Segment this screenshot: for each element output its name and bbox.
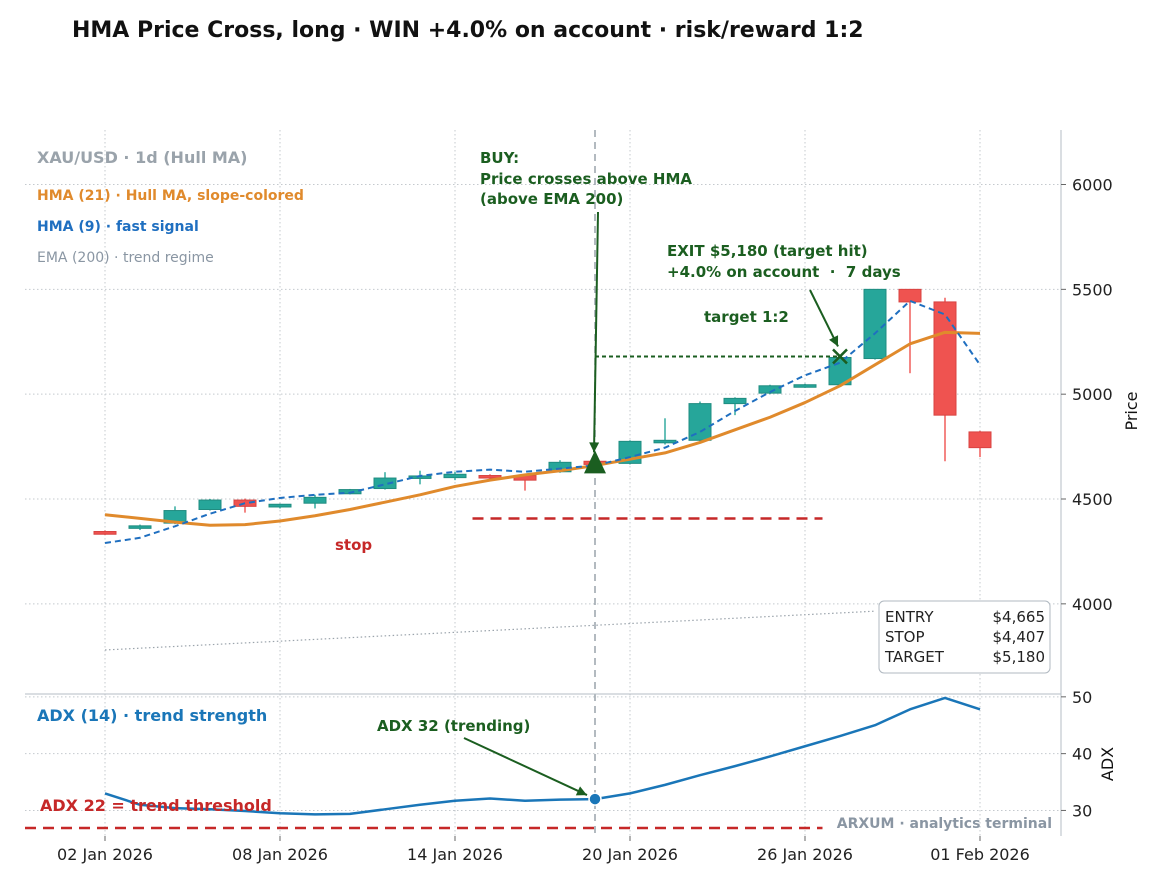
- candle-body: [443, 473, 467, 479]
- bearish-candle: [478, 474, 502, 480]
- candle-body: [198, 499, 222, 510]
- x-tick-label: 01 Feb 2026: [930, 845, 1030, 864]
- adx-signal-label: ADX 32 (trending): [377, 717, 530, 735]
- bullish-candle: [793, 383, 817, 388]
- bearish-candle: [968, 430, 992, 458]
- adx-tick-label: 50: [1072, 688, 1092, 707]
- adx-axis-title: ADX: [1098, 747, 1117, 781]
- bullish-candle: [303, 494, 327, 509]
- x-tick-label: 02 Jan 2026: [57, 845, 153, 864]
- arrow-head: [829, 335, 839, 347]
- bullish-candle: [198, 499, 222, 511]
- candle-body: [338, 489, 362, 495]
- candle-body: [793, 384, 817, 388]
- x-tick-label: 08 Jan 2026: [232, 845, 328, 864]
- x-tick-label: 26 Jan 2026: [757, 845, 853, 864]
- trade-entry-value: $4,665: [993, 608, 1046, 626]
- watermark: ARXUM · analytics terminal: [837, 816, 1052, 832]
- candle-body: [268, 503, 292, 508]
- buy-annotation-line-1: BUY:: [480, 149, 519, 167]
- candle-body: [968, 431, 992, 449]
- trade-entry-label: ENTRY: [885, 608, 934, 626]
- exit-annotation-line-1: EXIT $5,180 (target hit): [667, 242, 868, 260]
- trade-summary-box: ENTRY $4,665 STOP $4,407 TARGET $5,180: [878, 600, 1051, 674]
- axes: 4000 4500 5000 5500 6000 30 40 50 02 Jan 2026 08 …: [25, 130, 1113, 864]
- hma-9-line: [104, 299, 981, 545]
- candle-body: [898, 288, 922, 303]
- plot-area: [25, 130, 992, 836]
- arrow-head: [575, 786, 587, 796]
- adx-tick-label: 40: [1072, 745, 1092, 764]
- hma-21-line: [104, 330, 981, 527]
- price-tick-label: 5500: [1072, 280, 1113, 299]
- buy-annotation-line-2: Price crosses above HMA: [480, 170, 692, 188]
- chart-title: HMA Price Cross, long · WIN +4.0% on acc…: [72, 18, 864, 43]
- arrow-shaft: [809, 289, 839, 347]
- bullish-candle: [128, 524, 152, 531]
- price-tick-label: 4000: [1072, 595, 1113, 614]
- legend-hma-slow: HMA (21) · Hull MA, slope-colored: [37, 188, 304, 204]
- bearish-candle: [93, 530, 117, 536]
- annotations: [463, 211, 839, 796]
- buy-annotation-line-3: (above EMA 200): [480, 190, 623, 208]
- entry-marker: [584, 450, 606, 474]
- bearish-candle: [233, 498, 257, 513]
- bullish-candle: [653, 418, 677, 445]
- bullish-candle: [723, 397, 747, 416]
- price-tick-label: 5000: [1072, 385, 1113, 404]
- buy-arrow: [589, 211, 600, 453]
- candle-body: [653, 439, 677, 444]
- x-tick-label: 20 Jan 2026: [582, 845, 678, 864]
- adx-signal-point: [588, 792, 602, 806]
- target-label: target 1:2: [704, 308, 789, 326]
- candle-body: [93, 531, 117, 535]
- trade-stop-value: $4,407: [993, 628, 1046, 646]
- arrow-shaft: [463, 737, 588, 796]
- trade-stop-label: STOP: [885, 628, 925, 646]
- adx-threshold-label: ADX 22 = trend threshold: [40, 796, 272, 815]
- price-panel: [93, 288, 992, 651]
- price-axis-title: Price: [1122, 391, 1141, 430]
- legend-adx: ADX (14) · trend strength: [37, 706, 267, 725]
- bearish-candle: [898, 288, 922, 374]
- stop-label: stop: [335, 536, 372, 554]
- bearish-candle: [933, 297, 957, 462]
- grid: [25, 130, 1061, 836]
- arrow-shaft: [593, 211, 599, 453]
- candle-body: [723, 397, 747, 405]
- adx-tick-label: 30: [1072, 801, 1092, 820]
- legend-ema: EMA (200) · trend regime: [37, 250, 214, 266]
- candle-body: [933, 301, 957, 416]
- legend-symbol: XAU/USD · 1d (Hull MA): [37, 148, 247, 167]
- bullish-candle: [373, 472, 397, 490]
- adx-signal-arrow: [463, 737, 588, 796]
- exit-arrow: [809, 289, 839, 347]
- bullish-candle: [443, 471, 467, 481]
- candle-body: [373, 477, 397, 490]
- price-tick-label: 6000: [1072, 176, 1113, 195]
- bullish-candle: [688, 401, 712, 442]
- candle-body: [478, 475, 502, 479]
- adx-line: [104, 696, 981, 816]
- bullish-candle: [863, 288, 887, 360]
- candle-body: [688, 403, 712, 441]
- exit-annotation-line-2: +4.0% on account · 7 days: [667, 263, 901, 281]
- trade-target-label: TARGET: [884, 648, 945, 666]
- candle-body: [128, 525, 152, 529]
- trade-target-value: $5,180: [993, 648, 1046, 666]
- exit-marker: [832, 348, 848, 365]
- bullish-candle: [268, 503, 292, 509]
- arrow-head: [589, 442, 600, 453]
- candle-body: [863, 288, 887, 360]
- price-tick-label: 4500: [1072, 490, 1113, 509]
- legend-hma-fast: HMA (9) · fast signal: [37, 219, 199, 235]
- x-tick-label: 14 Jan 2026: [407, 845, 503, 864]
- candle-body: [758, 385, 782, 394]
- ema-200-line: [104, 610, 876, 651]
- candle-body: [303, 496, 327, 504]
